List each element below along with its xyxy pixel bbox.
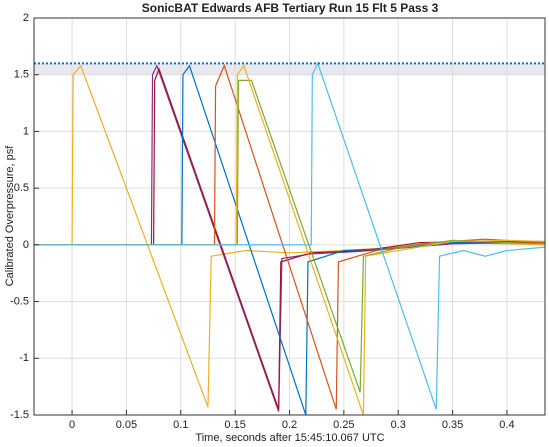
series-line — [34, 61, 545, 410]
y-axis-label: Calibrated Overpressure, psf — [4, 145, 16, 287]
y-tick-label: 1.5 — [14, 69, 29, 81]
y-tick-label: 0.5 — [14, 182, 29, 194]
series-line — [34, 64, 545, 415]
y-tick-label: 2 — [23, 12, 29, 24]
x-tick-label: 0.05 — [116, 419, 137, 431]
chart-title: SonicBAT Edwards AFB Tertiary Run 15 Flt… — [142, 1, 439, 15]
x-tick-label: 0.1 — [173, 419, 188, 431]
series-line — [34, 64, 545, 412]
x-tick-label: 0 — [69, 419, 75, 431]
x-axis-label: Time, seconds after 15:45:10.067 UTC — [195, 432, 384, 444]
x-tick-label: 0.2 — [282, 419, 297, 431]
x-tick-label: 0.15 — [224, 419, 245, 431]
y-tick-label: -0.5 — [10, 295, 29, 307]
y-tick-label: -1 — [19, 352, 29, 364]
y-tick-label: -1.5 — [10, 409, 29, 421]
x-tick-label: 0.3 — [391, 419, 406, 431]
series-line — [34, 64, 545, 415]
y-tick-label: 0 — [23, 239, 29, 251]
x-tick-label: 0.4 — [499, 419, 514, 431]
y-tick-label: 1 — [23, 125, 29, 137]
lines-layer — [34, 61, 545, 415]
x-tick-label: 0.25 — [333, 419, 354, 431]
x-tick-label: 0.35 — [442, 419, 463, 431]
